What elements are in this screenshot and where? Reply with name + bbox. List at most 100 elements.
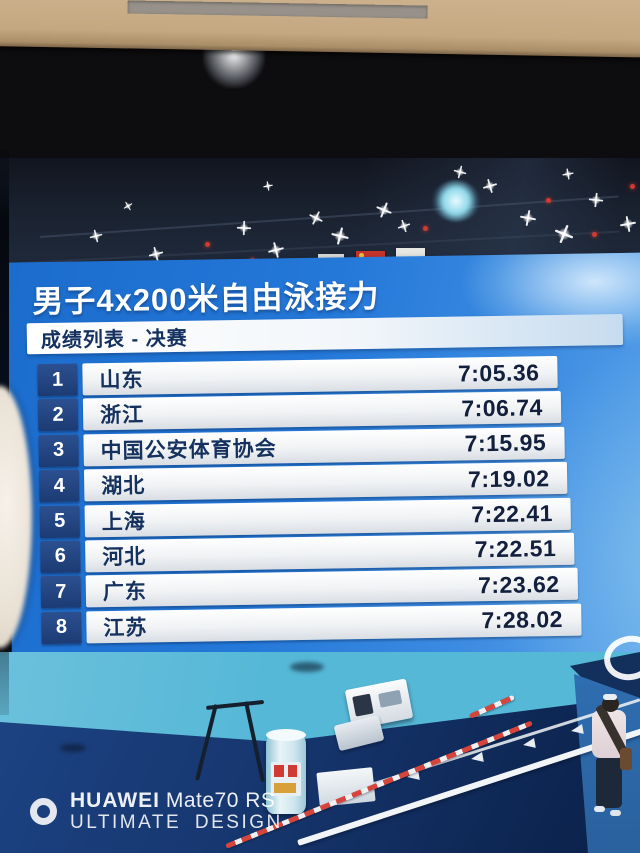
flash-glint xyxy=(329,225,350,246)
flash-glint xyxy=(306,208,325,227)
flash-glint xyxy=(266,240,285,259)
results-panel: 男子4x200米自由泳接力 成绩列表 - 决赛 1 山东 7:05.36 2 浙… xyxy=(5,252,640,665)
watermark-line1: HUAWEI Mate70 RS xyxy=(70,789,283,813)
result-bar: 江苏 7:28.02 xyxy=(86,603,582,644)
result-bar: 山东 7:05.36 xyxy=(82,355,558,396)
deck-smudge xyxy=(60,744,86,752)
result-time: 7:05.36 xyxy=(457,358,540,387)
light-glow xyxy=(203,46,265,88)
result-time: 7:22.41 xyxy=(471,500,554,528)
deck-smudge xyxy=(290,662,324,672)
red-light-dot xyxy=(205,242,210,247)
result-row: 5 上海 7:22.41 xyxy=(39,497,572,538)
rank-badge: 3 xyxy=(38,434,79,467)
result-time: 7:22.51 xyxy=(474,535,557,563)
person-cap xyxy=(603,694,617,700)
person-legs xyxy=(596,756,622,808)
tv-dark-band xyxy=(0,38,640,162)
results-table: 1 山东 7:05.36 2 浙江 7:06.74 3 中国公安体育协会 7:1… xyxy=(37,355,582,648)
wall-inset-panel xyxy=(127,0,428,19)
result-bar: 湖北 7:19.02 xyxy=(83,462,568,502)
camera-lens xyxy=(352,693,374,717)
team-name: 浙江 xyxy=(99,403,145,428)
subtitle-text: 成绩列表 - 决赛 xyxy=(40,327,188,353)
flash-glint xyxy=(121,199,134,212)
rank-number: 6 xyxy=(54,545,67,568)
result-row: 6 河北 7:22.51 xyxy=(40,532,575,574)
event-title: 男子4x200米自由泳接力 xyxy=(32,278,380,320)
watermark-tagline: ULTIMATE DESIGN xyxy=(70,811,283,833)
camera-body xyxy=(378,689,403,708)
result-row: 4 湖北 7:19.02 xyxy=(38,462,568,503)
result-bar: 中国公安体育协会 7:15.95 xyxy=(83,426,565,467)
flash-glint xyxy=(619,215,638,234)
flash-glint xyxy=(396,218,412,234)
result-time: 7:28.02 xyxy=(481,606,564,634)
result-row: 7 广东 7:23.62 xyxy=(40,568,578,609)
red-light-dot xyxy=(630,184,635,189)
rank-badge: 1 xyxy=(37,363,78,397)
lane-anchor xyxy=(470,752,484,764)
team-name: 河北 xyxy=(102,545,147,570)
result-row: 8 江苏 7:28.02 xyxy=(41,603,582,644)
rank-badge: 7 xyxy=(40,575,82,609)
flash-glint xyxy=(237,221,252,236)
flash-glint xyxy=(519,209,538,228)
person-shoe xyxy=(610,810,621,816)
flash-glint xyxy=(452,164,468,180)
team-name: 江苏 xyxy=(103,616,148,640)
rank-badge: 2 xyxy=(37,398,79,432)
result-row: 2 浙江 7:06.74 xyxy=(37,391,562,432)
brand-name: HUAWEI xyxy=(70,789,160,812)
watermark-text: HUAWEI Mate70 RS ULTIMATE DESIGN xyxy=(70,789,283,833)
brand-ring-icon xyxy=(30,798,57,825)
team-name: 上海 xyxy=(101,510,146,534)
red-light-dot xyxy=(423,226,428,231)
model-name: Mate70 RS xyxy=(165,789,276,812)
result-time: 7:15.95 xyxy=(464,429,547,457)
result-bar: 广东 7:23.62 xyxy=(85,568,578,608)
barrel-label xyxy=(271,762,301,796)
deck-barrel xyxy=(266,729,306,814)
official-person xyxy=(586,694,638,826)
result-bar: 上海 7:22.41 xyxy=(84,497,572,537)
result-time: 7:19.02 xyxy=(467,464,550,493)
rank-number: 3 xyxy=(52,439,65,462)
camera-flash-glow xyxy=(432,180,480,222)
rank-badge: 8 xyxy=(41,611,82,644)
rank-number: 7 xyxy=(55,580,67,603)
team-name: 山东 xyxy=(99,368,144,393)
rank-badge: 4 xyxy=(38,469,80,503)
team-name: 广东 xyxy=(102,580,148,605)
flash-glint xyxy=(262,180,273,191)
person-shoe xyxy=(594,806,605,812)
result-row: 3 中国公安体育协会 7:15.95 xyxy=(38,426,565,467)
rank-number: 4 xyxy=(53,474,65,497)
result-time: 7:23.62 xyxy=(477,570,560,599)
flash-glint xyxy=(562,168,575,181)
red-light-dot xyxy=(592,232,597,237)
person-bag xyxy=(620,748,632,770)
flash-glint xyxy=(481,177,499,195)
red-light-dot xyxy=(546,198,551,203)
rank-badge: 6 xyxy=(40,540,81,574)
result-time: 7:06.74 xyxy=(461,394,544,422)
phone-watermark: HUAWEI Mate70 RS ULTIMATE DESIGN xyxy=(30,789,283,833)
flash-glint xyxy=(88,228,104,244)
rank-number: 1 xyxy=(51,368,64,391)
result-row: 1 山东 7:05.36 xyxy=(37,355,558,397)
team-name: 湖北 xyxy=(101,474,146,499)
rank-number: 2 xyxy=(52,403,64,426)
flash-glint xyxy=(552,222,577,247)
lane-anchor xyxy=(570,724,584,736)
team-name: 中国公安体育协会 xyxy=(100,437,277,463)
person-head xyxy=(602,696,619,712)
lane-anchor xyxy=(522,738,536,750)
result-bar: 浙江 7:06.74 xyxy=(82,391,562,431)
rank-badge: 5 xyxy=(39,505,81,538)
subtitle-bar: 成绩列表 - 决赛 xyxy=(26,313,624,355)
rank-number: 5 xyxy=(54,509,66,532)
pool-deck-scene: HUAWEI Mate70 RS ULTIMATE DESIGN xyxy=(0,631,640,853)
flash-glint xyxy=(374,200,395,221)
